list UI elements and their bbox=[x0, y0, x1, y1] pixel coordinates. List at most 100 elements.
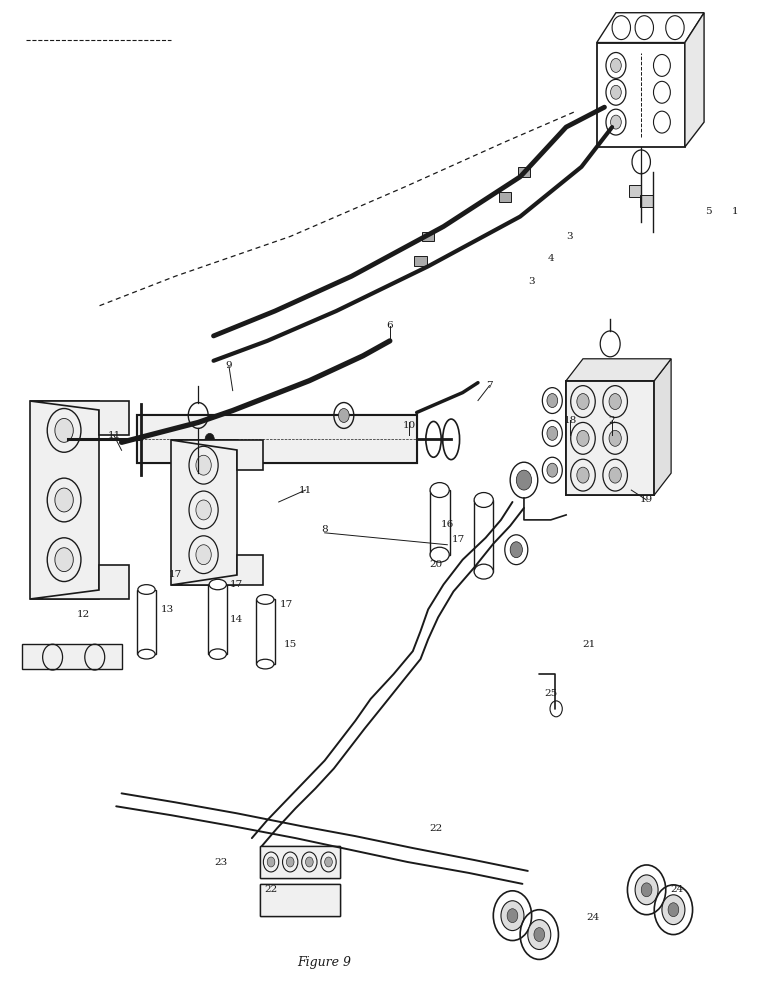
Circle shape bbox=[662, 895, 685, 925]
Text: 20: 20 bbox=[429, 560, 442, 569]
Bar bbox=[499, 192, 511, 202]
Text: 3: 3 bbox=[528, 277, 535, 286]
Polygon shape bbox=[171, 440, 236, 585]
Bar bbox=[259, 846, 340, 878]
Circle shape bbox=[635, 875, 658, 905]
Text: 11: 11 bbox=[107, 431, 120, 440]
Circle shape bbox=[609, 467, 621, 483]
Ellipse shape bbox=[430, 483, 449, 498]
Text: Figure 9: Figure 9 bbox=[298, 956, 352, 969]
Text: 6: 6 bbox=[387, 321, 393, 330]
Polygon shape bbox=[29, 565, 129, 599]
Polygon shape bbox=[29, 401, 129, 435]
Circle shape bbox=[577, 430, 589, 446]
Polygon shape bbox=[654, 359, 671, 495]
Text: 11: 11 bbox=[299, 486, 312, 495]
Circle shape bbox=[611, 85, 621, 99]
Circle shape bbox=[611, 115, 621, 129]
Ellipse shape bbox=[138, 649, 155, 659]
Circle shape bbox=[325, 857, 333, 867]
Polygon shape bbox=[171, 440, 263, 470]
Circle shape bbox=[547, 463, 557, 477]
Circle shape bbox=[306, 857, 313, 867]
Text: 12: 12 bbox=[76, 610, 90, 619]
Text: 2: 2 bbox=[609, 416, 615, 425]
Ellipse shape bbox=[474, 493, 493, 507]
Text: 17: 17 bbox=[230, 580, 243, 589]
Text: 9: 9 bbox=[225, 361, 232, 370]
Circle shape bbox=[196, 455, 212, 475]
Bar bbox=[518, 167, 530, 177]
Polygon shape bbox=[566, 359, 671, 381]
Circle shape bbox=[609, 430, 621, 446]
Circle shape bbox=[642, 883, 652, 897]
Circle shape bbox=[338, 409, 349, 422]
Circle shape bbox=[55, 418, 73, 442]
Bar bbox=[641, 195, 652, 207]
Circle shape bbox=[547, 394, 557, 408]
Bar bbox=[422, 232, 435, 241]
Circle shape bbox=[286, 857, 294, 867]
Text: 24: 24 bbox=[671, 885, 684, 894]
Circle shape bbox=[55, 488, 73, 512]
Text: 24: 24 bbox=[586, 913, 600, 922]
Circle shape bbox=[534, 928, 545, 942]
Ellipse shape bbox=[256, 595, 274, 604]
Bar bbox=[566, 381, 654, 495]
Text: 15: 15 bbox=[283, 640, 296, 649]
Polygon shape bbox=[29, 401, 99, 599]
Bar bbox=[137, 415, 417, 463]
Bar bbox=[137, 589, 156, 654]
Circle shape bbox=[668, 903, 679, 917]
Bar bbox=[629, 185, 642, 197]
Polygon shape bbox=[22, 644, 121, 669]
Circle shape bbox=[547, 426, 557, 440]
Text: 8: 8 bbox=[321, 525, 328, 534]
Text: 17: 17 bbox=[279, 600, 293, 609]
Bar bbox=[259, 884, 340, 916]
Bar bbox=[415, 256, 427, 266]
Bar bbox=[256, 599, 275, 664]
Text: 18: 18 bbox=[564, 416, 577, 425]
Circle shape bbox=[501, 901, 524, 931]
Circle shape bbox=[577, 467, 589, 483]
Text: 25: 25 bbox=[544, 689, 557, 698]
Circle shape bbox=[205, 433, 215, 445]
Polygon shape bbox=[171, 555, 263, 585]
Ellipse shape bbox=[209, 579, 226, 590]
Text: 10: 10 bbox=[402, 421, 415, 430]
Bar bbox=[259, 846, 340, 878]
Circle shape bbox=[267, 857, 275, 867]
Bar bbox=[431, 490, 449, 555]
Text: 22: 22 bbox=[264, 885, 278, 894]
Ellipse shape bbox=[430, 547, 449, 562]
Ellipse shape bbox=[73, 419, 86, 460]
Text: 4: 4 bbox=[547, 254, 554, 263]
Text: 13: 13 bbox=[161, 605, 174, 614]
Text: 23: 23 bbox=[215, 858, 228, 867]
Bar bbox=[474, 500, 493, 572]
Text: 7: 7 bbox=[486, 381, 493, 390]
Bar bbox=[566, 381, 654, 495]
Polygon shape bbox=[685, 13, 704, 147]
Ellipse shape bbox=[138, 585, 155, 594]
Bar bbox=[137, 415, 417, 463]
Circle shape bbox=[611, 58, 621, 72]
Circle shape bbox=[196, 545, 212, 565]
Text: 3: 3 bbox=[567, 232, 574, 241]
Bar bbox=[597, 43, 685, 147]
Polygon shape bbox=[597, 13, 704, 43]
Circle shape bbox=[577, 394, 589, 410]
Text: 22: 22 bbox=[429, 824, 442, 833]
Circle shape bbox=[55, 548, 73, 572]
Text: 14: 14 bbox=[230, 615, 243, 624]
Circle shape bbox=[507, 909, 518, 923]
Text: 19: 19 bbox=[640, 495, 653, 504]
Bar bbox=[208, 585, 227, 654]
Circle shape bbox=[510, 542, 523, 558]
Ellipse shape bbox=[209, 649, 226, 659]
Text: 21: 21 bbox=[583, 640, 596, 649]
Bar bbox=[259, 884, 340, 916]
Text: 5: 5 bbox=[705, 207, 711, 216]
Circle shape bbox=[528, 920, 550, 949]
